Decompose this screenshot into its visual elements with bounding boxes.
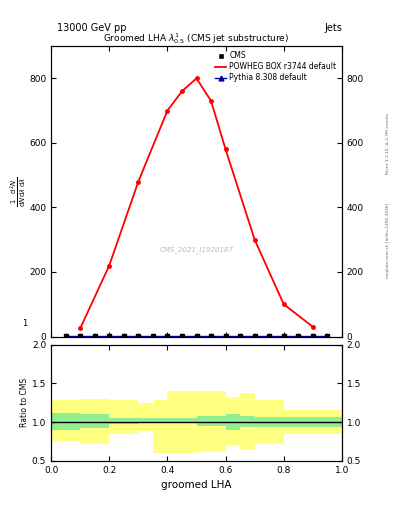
Title: Groomed LHA $\lambda^{1}_{0.5}$ (CMS jet substructure): Groomed LHA $\lambda^{1}_{0.5}$ (CMS jet… [103,31,290,46]
CMS [209,333,213,339]
POWHEG BOX r3744 default [78,325,83,331]
Text: mcplots.cern.ch [arXiv:1306.3436]: mcplots.cern.ch [arXiv:1306.3436] [386,203,390,278]
CMS [180,333,184,339]
Pythia 8.308 default [63,333,68,339]
Pythia 8.308 default [92,333,97,339]
Pythia 8.308 default [107,333,112,339]
POWHEG BOX r3744 default [194,75,199,81]
Pythia 8.308 default [296,333,301,339]
X-axis label: groomed LHA: groomed LHA [161,480,232,490]
POWHEG BOX r3744 default [252,237,257,243]
CMS [78,333,83,339]
Y-axis label: Ratio to CMS: Ratio to CMS [20,378,29,428]
CMS [136,333,141,339]
Pythia 8.308 default [165,333,170,339]
Pythia 8.308 default [78,333,83,339]
CMS [296,333,301,339]
Line: CMS: CMS [63,333,330,338]
Pythia 8.308 default [325,333,330,339]
POWHEG BOX r3744 default [165,108,170,114]
Pythia 8.308 default [121,333,126,339]
CMS [194,333,199,339]
CMS [252,333,257,339]
Pythia 8.308 default [310,333,315,339]
CMS [121,333,126,339]
CMS [92,333,97,339]
Text: 13000 GeV pp: 13000 GeV pp [57,23,127,33]
Pythia 8.308 default [151,333,155,339]
CMS [238,333,242,339]
Text: Jets: Jets [324,23,342,33]
CMS [165,333,170,339]
Line: POWHEG BOX r3744 default: POWHEG BOX r3744 default [79,77,314,330]
Y-axis label: $\frac{1}{\mathrm{d}N}\frac{\mathrm{d}^2N}{\mathrm{d}\lambda\,\mathrm{d}\lambda}: $\frac{1}{\mathrm{d}N}\frac{\mathrm{d}^2… [8,176,28,206]
Text: $1$: $1$ [22,317,28,328]
Pythia 8.308 default [267,333,272,339]
POWHEG BOX r3744 default [180,88,184,94]
CMS [63,333,68,339]
Pythia 8.308 default [209,333,213,339]
CMS [267,333,272,339]
Pythia 8.308 default [136,333,141,339]
CMS [107,333,112,339]
CMS [310,333,315,339]
Pythia 8.308 default [180,333,184,339]
Pythia 8.308 default [194,333,199,339]
Pythia 8.308 default [223,333,228,339]
POWHEG BOX r3744 default [136,179,141,185]
Legend: CMS, POWHEG BOX r3744 default, Pythia 8.308 default: CMS, POWHEG BOX r3744 default, Pythia 8.… [213,50,338,84]
CMS [281,333,286,339]
Pythia 8.308 default [252,333,257,339]
Pythia 8.308 default [238,333,242,339]
CMS [223,333,228,339]
Text: CMS_2021_I1920187: CMS_2021_I1920187 [160,246,233,253]
CMS [325,333,330,339]
POWHEG BOX r3744 default [281,301,286,307]
POWHEG BOX r3744 default [107,263,112,269]
Pythia 8.308 default [281,333,286,339]
Text: Rivet 3.1.10, ≥ 2.7M events: Rivet 3.1.10, ≥ 2.7M events [386,113,390,174]
POWHEG BOX r3744 default [223,146,228,153]
POWHEG BOX r3744 default [310,324,315,330]
POWHEG BOX r3744 default [209,98,213,104]
Line: Pythia 8.308 default: Pythia 8.308 default [63,333,330,338]
CMS [151,333,155,339]
